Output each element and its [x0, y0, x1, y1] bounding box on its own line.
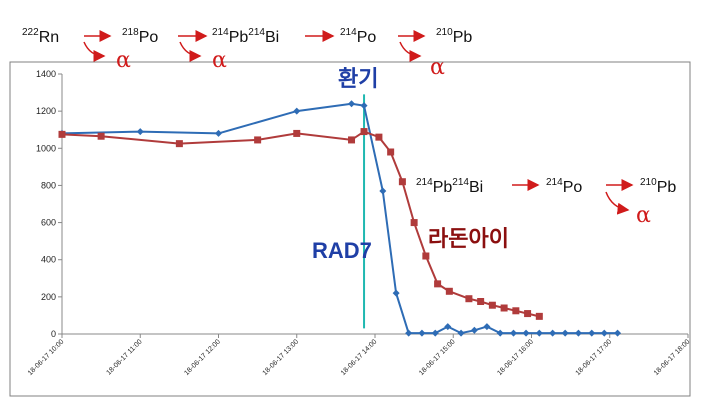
- alpha-2: α: [212, 48, 227, 73]
- alpha-arrow-mid: [605, 191, 630, 215]
- nuclide-pb210-mid: 210Pb: [640, 177, 676, 196]
- data-point: [477, 298, 485, 305]
- nuclide-pb214-bi214: 214Pb214Bi: [212, 27, 279, 46]
- data-point: [97, 132, 105, 140]
- data-point: [588, 329, 596, 337]
- x-tick-label: 18-06-17 11:00: [106, 338, 144, 376]
- data-point: [600, 329, 608, 337]
- data-point: [422, 252, 430, 260]
- y-tick-label: 0: [51, 329, 56, 339]
- data-point: [535, 312, 543, 320]
- data-point: [549, 329, 557, 337]
- data-point: [465, 295, 473, 303]
- x-tick-label: 18-06-17 16:00: [496, 338, 535, 377]
- data-point: [470, 326, 478, 334]
- data-point: [512, 307, 520, 315]
- data-point: [398, 178, 406, 186]
- data-point: [348, 100, 356, 108]
- data-point: [405, 329, 413, 337]
- nuclide-po218: 218Po: [122, 27, 158, 46]
- nuclide-po214-mid: 214Po: [546, 177, 582, 196]
- series-line: [61, 130, 540, 318]
- radon-eye-label: 라돈아이: [428, 227, 509, 252]
- data-point: [614, 329, 622, 337]
- series-layer: [58, 100, 622, 337]
- x-tick-label: 18-06-17 12:00: [183, 338, 222, 377]
- x-tick-label: 18-06-17 15:00: [418, 338, 457, 377]
- data-point: [387, 148, 395, 156]
- data-point: [392, 289, 400, 297]
- ventilation-label: 환기: [338, 66, 378, 91]
- data-point: [136, 128, 144, 136]
- x-tick-label: 18-06-17 17:00: [575, 338, 614, 377]
- data-point: [254, 136, 262, 144]
- y-tick-label: 1200: [36, 106, 56, 116]
- data-point: [293, 107, 301, 115]
- alpha-arrow-3: [399, 41, 422, 62]
- nuclide-pb210: 210Pb: [436, 27, 472, 46]
- data-point: [444, 323, 452, 331]
- data-point: [175, 140, 183, 148]
- data-point: [522, 329, 530, 337]
- data-point: [215, 129, 222, 137]
- alpha-mid: α: [636, 203, 651, 228]
- data-point: [535, 329, 543, 337]
- y-tick-label: 600: [41, 218, 56, 228]
- data-point: [445, 287, 453, 295]
- nuclide-po214: 214Po: [340, 27, 376, 46]
- data-point: [483, 323, 491, 331]
- x-tick-label: 18-06-17 18:00: [653, 338, 692, 377]
- data-point: [500, 304, 508, 312]
- data-point: [348, 136, 356, 144]
- x-ticks: 18-06-17 10:00 18-06-17 11:00 18-06-17 12:…: [27, 334, 692, 377]
- series-rad7: [58, 100, 622, 337]
- rad7-label: RAD7: [312, 238, 372, 263]
- data-point: [488, 301, 496, 309]
- data-point: [510, 329, 518, 337]
- decay-chain-mid: 214Pb214Bi 214Po α 210Pb: [416, 177, 676, 228]
- data-point: [360, 102, 368, 110]
- chart-frame: [9, 61, 691, 397]
- data-point: [293, 129, 301, 137]
- nuclide-pb214-bi214-mid: 214Pb214Bi: [416, 177, 483, 196]
- x-tick-label: 18-06-17 13:00: [262, 338, 301, 377]
- y-tick-label: 400: [41, 255, 56, 265]
- data-point: [418, 329, 426, 337]
- data-point: [561, 329, 569, 337]
- y-tick-label: 1400: [36, 69, 56, 79]
- x-tick-label: 18-06-17 14:00: [340, 338, 379, 377]
- data-point: [434, 280, 442, 288]
- data-point: [360, 128, 368, 136]
- data-point: [524, 310, 532, 318]
- data-point: [496, 329, 504, 337]
- data-point: [375, 133, 383, 141]
- data-point: [431, 329, 439, 337]
- y-tick-label: 800: [41, 180, 56, 190]
- data-point: [574, 329, 582, 337]
- alpha-arrow-2: [179, 41, 202, 62]
- alpha-3: α: [430, 55, 445, 80]
- data-point: [379, 187, 387, 195]
- x-tick-label: 18-06-17 10:00: [27, 338, 66, 377]
- y-ticks: 0 200 400 600 800 1000 1200 1400: [36, 69, 62, 339]
- nuclide-rn222: 222Rn: [22, 27, 59, 46]
- alpha-1: α: [116, 48, 131, 73]
- y-tick-label: 200: [41, 292, 56, 302]
- data-point: [410, 219, 418, 227]
- alpha-arrow-1: [83, 41, 106, 62]
- data-point: [58, 130, 66, 138]
- data-point: [457, 329, 465, 337]
- decay-chain-top: 222Rn α 218Po α 214Pb214Bi 214Po α 210Pb: [22, 27, 472, 80]
- series-radon-eye: [58, 128, 543, 320]
- y-tick-label: 1000: [36, 143, 56, 153]
